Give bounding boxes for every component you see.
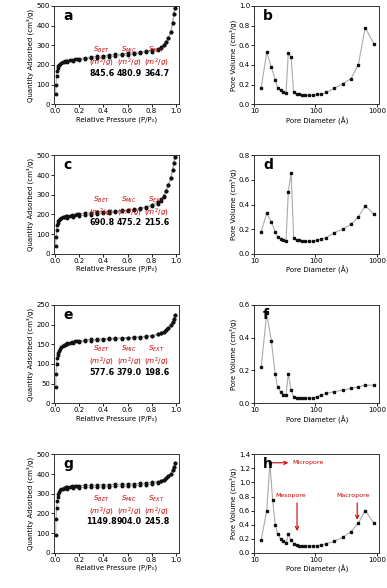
Text: f: f bbox=[263, 308, 269, 322]
Text: $S_{EXT}$
$(m^2/g)$: $S_{EXT}$ $(m^2/g)$ bbox=[144, 344, 169, 368]
Text: e: e bbox=[63, 308, 72, 322]
Y-axis label: Quantity Adsorbed (cm³/g): Quantity Adsorbed (cm³/g) bbox=[27, 308, 34, 400]
Text: 475.2: 475.2 bbox=[116, 218, 142, 228]
X-axis label: Pore Diameter (Å): Pore Diameter (Å) bbox=[286, 416, 348, 424]
Text: Mesopore: Mesopore bbox=[275, 493, 306, 498]
Y-axis label: Pore Volume (cm³/g): Pore Volume (cm³/g) bbox=[229, 169, 237, 240]
Text: 690.8: 690.8 bbox=[89, 218, 114, 228]
Text: b: b bbox=[263, 9, 273, 23]
X-axis label: Relative Pressure (P/P₀): Relative Pressure (P/P₀) bbox=[76, 266, 157, 272]
Text: $S_{BET}$
$(m^2/g)$: $S_{BET}$ $(m^2/g)$ bbox=[89, 195, 114, 219]
Y-axis label: Pore Volume (cm³/g): Pore Volume (cm³/g) bbox=[229, 19, 237, 91]
Text: $S_{EXT}$
$(m^2/g)$: $S_{EXT}$ $(m^2/g)$ bbox=[144, 494, 169, 518]
Text: $S_{MIC}$
$(m^2/g)$: $S_{MIC}$ $(m^2/g)$ bbox=[117, 195, 142, 219]
Text: 379.0: 379.0 bbox=[116, 368, 142, 377]
Text: 198.6: 198.6 bbox=[144, 368, 170, 377]
Text: 245.8: 245.8 bbox=[144, 517, 170, 526]
X-axis label: Pore Diameter (Å): Pore Diameter (Å) bbox=[286, 565, 348, 573]
Y-axis label: Pore Volume (cm³/g): Pore Volume (cm³/g) bbox=[229, 319, 237, 390]
X-axis label: Pore Diameter (Å): Pore Diameter (Å) bbox=[286, 116, 348, 125]
Text: Micropore: Micropore bbox=[293, 460, 324, 465]
Text: 904.0: 904.0 bbox=[116, 517, 142, 526]
Text: Macropore: Macropore bbox=[336, 493, 370, 498]
X-axis label: Relative Pressure (P/P₀): Relative Pressure (P/P₀) bbox=[76, 116, 157, 123]
Text: c: c bbox=[63, 158, 71, 172]
Text: g: g bbox=[63, 457, 73, 472]
Y-axis label: Pore Volume (cm³/g): Pore Volume (cm³/g) bbox=[229, 468, 237, 539]
X-axis label: Relative Pressure (P/P₀): Relative Pressure (P/P₀) bbox=[76, 565, 157, 572]
Y-axis label: Quantity Adsorbed (cm³/g): Quantity Adsorbed (cm³/g) bbox=[27, 158, 34, 251]
Text: $S_{MIC}$
$(m^2/g)$: $S_{MIC}$ $(m^2/g)$ bbox=[117, 45, 142, 69]
Text: h: h bbox=[263, 457, 273, 472]
Text: $S_{EXT}$
$(m^2/g)$: $S_{EXT}$ $(m^2/g)$ bbox=[144, 45, 169, 69]
X-axis label: Pore Diameter (Å): Pore Diameter (Å) bbox=[286, 266, 348, 274]
Text: 577.6: 577.6 bbox=[89, 368, 114, 377]
Text: $S_{MIC}$
$(m^2/g)$: $S_{MIC}$ $(m^2/g)$ bbox=[117, 494, 142, 518]
Text: $S_{EXT}$
$(m^2/g)$: $S_{EXT}$ $(m^2/g)$ bbox=[144, 195, 169, 219]
Text: a: a bbox=[63, 9, 72, 23]
Text: $S_{MIC}$
$(m^2/g)$: $S_{MIC}$ $(m^2/g)$ bbox=[117, 344, 142, 368]
Text: $S_{BET}$
$(m^2/g)$: $S_{BET}$ $(m^2/g)$ bbox=[89, 45, 114, 69]
Text: $S_{BET}$
$(m^2/g)$: $S_{BET}$ $(m^2/g)$ bbox=[89, 494, 114, 518]
Y-axis label: Quantity Adsorbed (cm³/g): Quantity Adsorbed (cm³/g) bbox=[27, 457, 34, 550]
X-axis label: Relative Pressure (P/P₀): Relative Pressure (P/P₀) bbox=[76, 416, 157, 422]
Text: 480.9: 480.9 bbox=[116, 69, 142, 78]
Text: $S_{BET}$
$(m^2/g)$: $S_{BET}$ $(m^2/g)$ bbox=[89, 344, 114, 368]
Text: 1149.8: 1149.8 bbox=[86, 517, 117, 526]
Y-axis label: Quantity Adsorbed (cm³/g): Quantity Adsorbed (cm³/g) bbox=[27, 8, 34, 102]
Text: d: d bbox=[263, 158, 273, 172]
Text: 845.6: 845.6 bbox=[89, 69, 114, 78]
Text: 215.6: 215.6 bbox=[144, 218, 170, 228]
Text: 364.7: 364.7 bbox=[144, 69, 169, 78]
